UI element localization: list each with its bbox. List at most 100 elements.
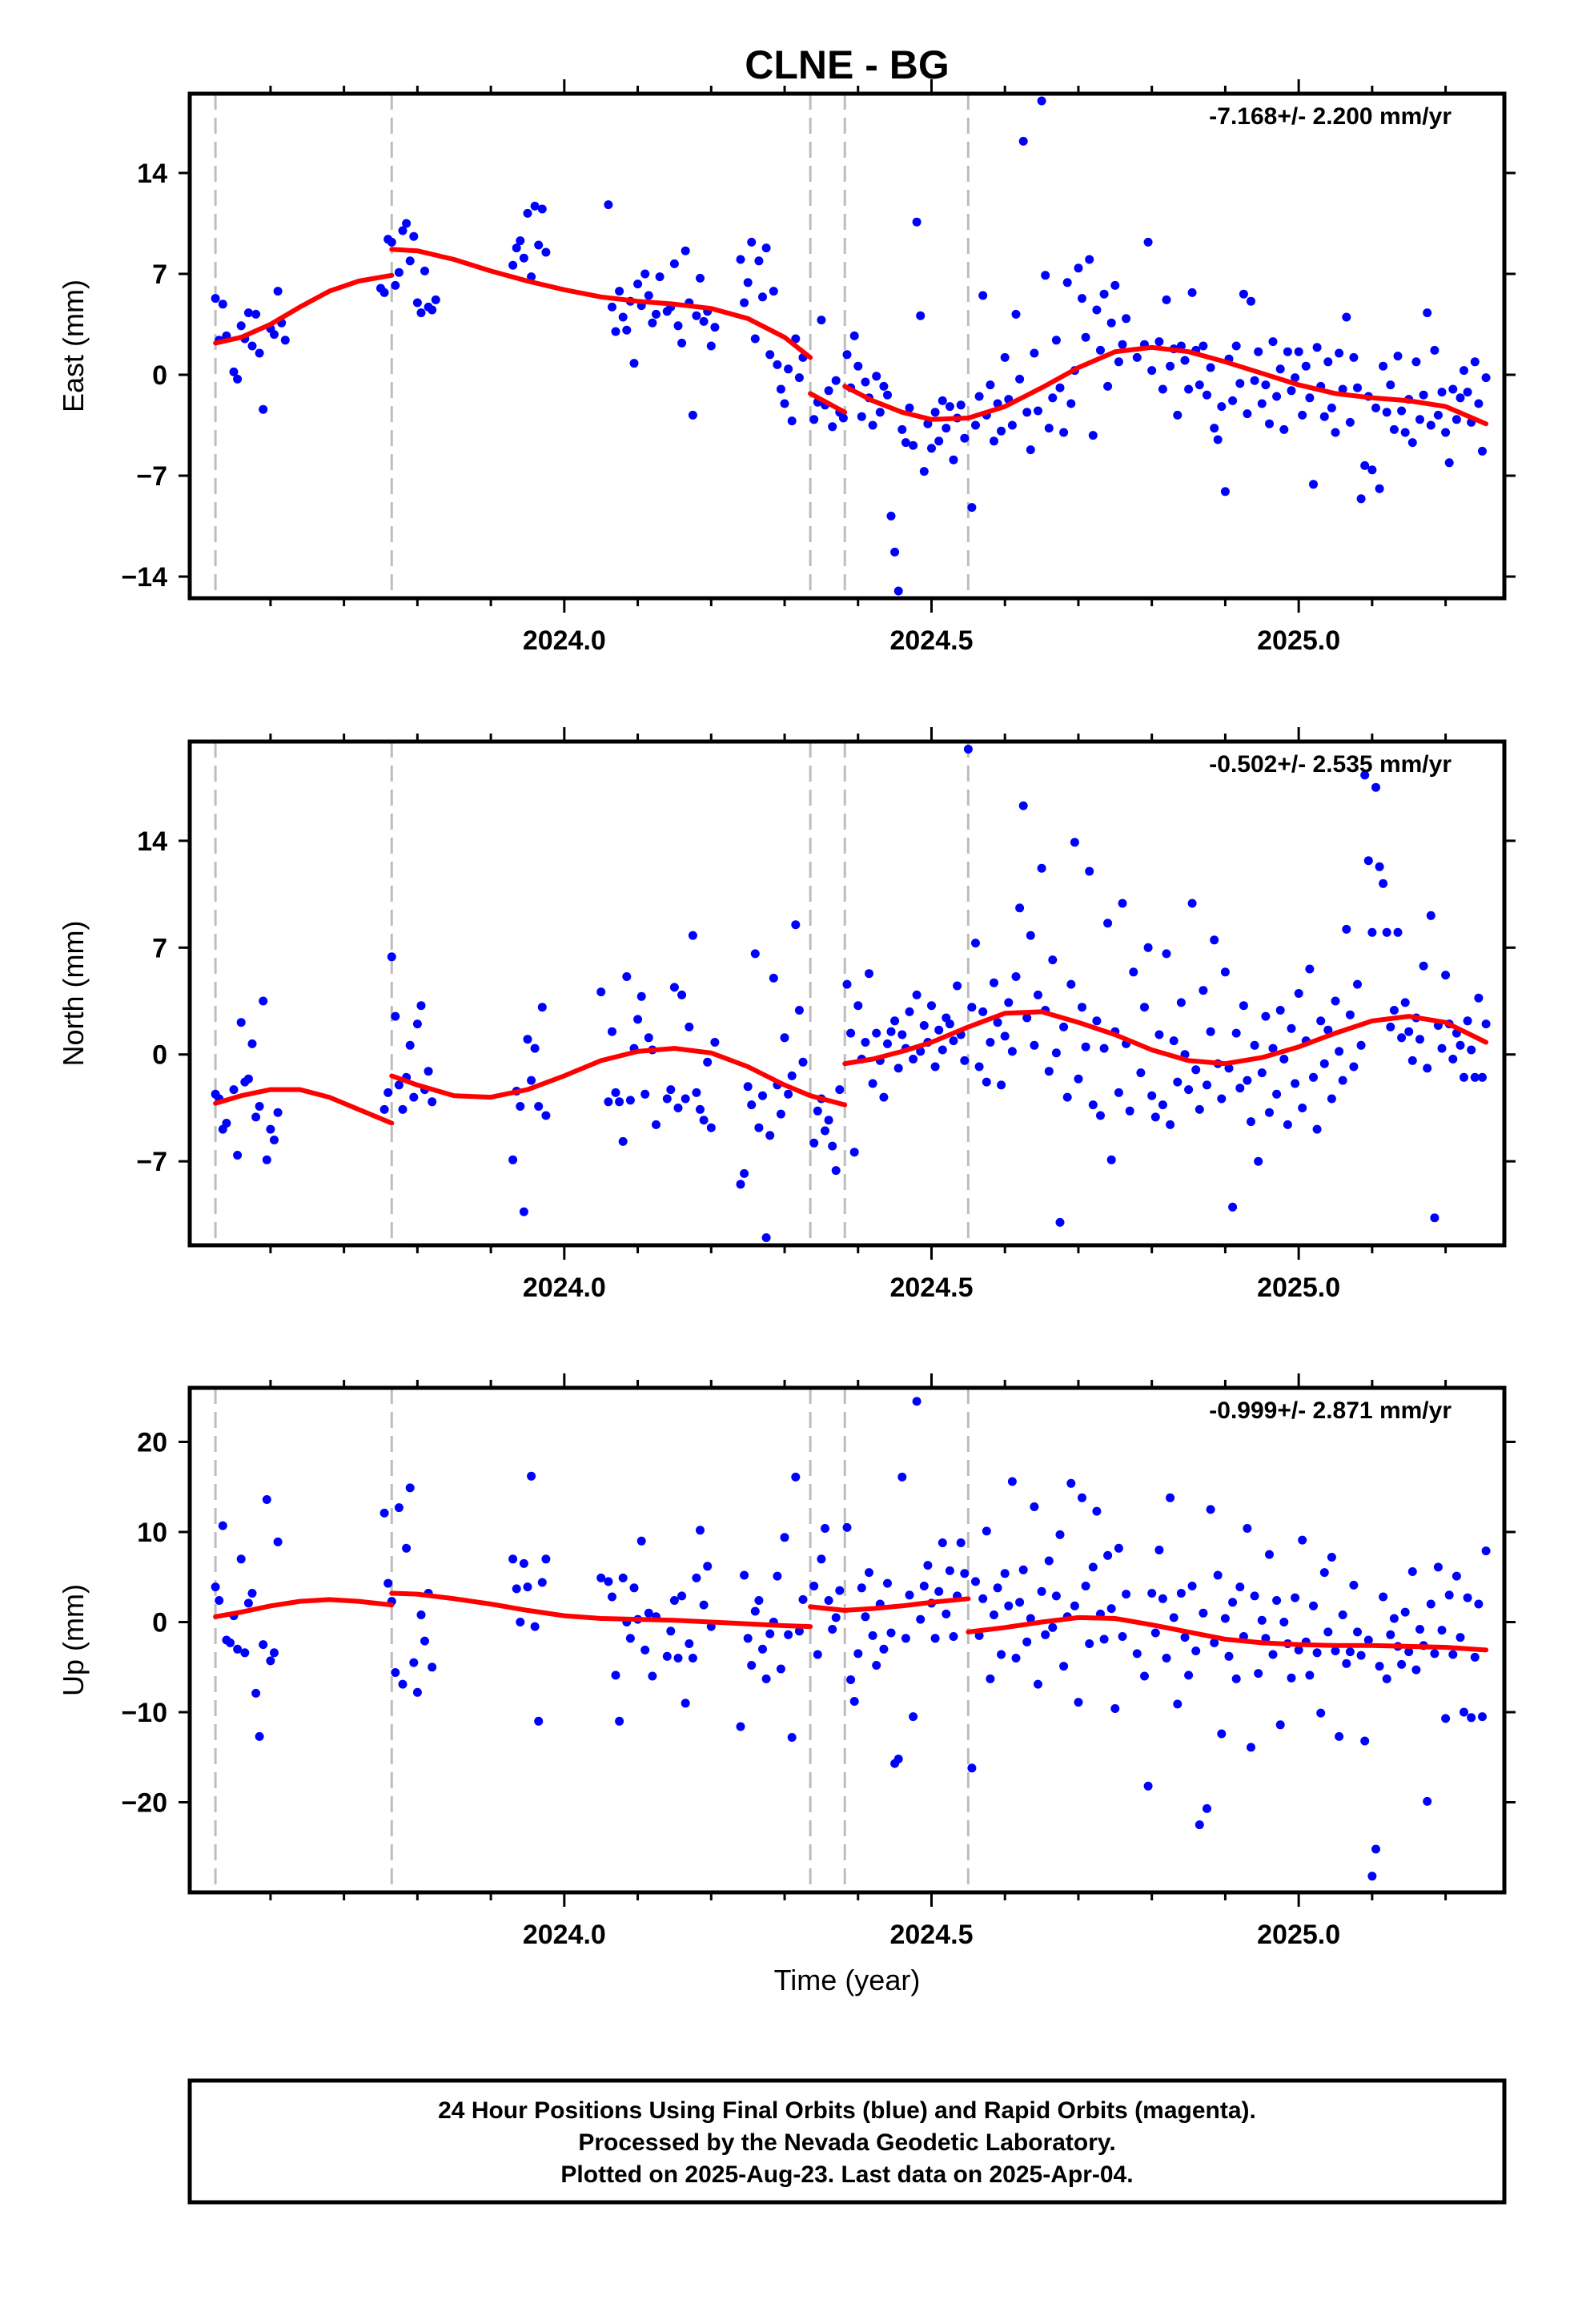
up-data-point	[270, 1648, 279, 1658]
up-data-point	[1118, 1632, 1127, 1641]
east-data-point	[1247, 296, 1255, 306]
east-data-point	[1448, 384, 1458, 394]
up-data-point	[402, 1543, 412, 1553]
up-data-point	[821, 1524, 829, 1533]
up-data-point	[1353, 1627, 1362, 1637]
up-data-point	[974, 1630, 984, 1640]
east-data-point	[765, 350, 775, 360]
east-data-point	[669, 259, 679, 268]
north-data-point	[1360, 770, 1370, 780]
north-data-point	[1327, 1094, 1336, 1104]
up-data-point	[791, 1472, 801, 1482]
north-data-point	[644, 1033, 653, 1043]
north-data-point	[1066, 979, 1076, 989]
east-data-point	[909, 440, 918, 450]
east-data-point	[769, 287, 778, 296]
north-data-point	[916, 1047, 926, 1056]
north-data-point	[710, 1038, 720, 1047]
up-data-point	[685, 1639, 694, 1648]
north-data-point	[824, 1116, 833, 1125]
up-data-point	[780, 1533, 789, 1542]
east-y-axis-label: East (mm)	[57, 279, 90, 412]
up-data-point	[1044, 1556, 1054, 1566]
north-data-point	[938, 1045, 947, 1055]
up-model-curve	[842, 1596, 971, 1613]
up-data-point	[1011, 1654, 1021, 1663]
up-data-point	[971, 1577, 980, 1586]
up-data-point	[861, 1612, 870, 1622]
up-data-point	[1379, 1592, 1388, 1602]
up-data-point	[608, 1592, 616, 1602]
east-data-point	[1309, 480, 1318, 489]
east-data-point	[710, 323, 720, 332]
north-data-point	[945, 1019, 954, 1029]
up-data-point	[394, 1503, 404, 1513]
up-data-point	[666, 1626, 676, 1636]
east-data-point	[1319, 412, 1329, 421]
up-data-point	[824, 1596, 833, 1605]
east-data-point	[1298, 410, 1307, 420]
up-data-point	[938, 1538, 947, 1547]
up-data-point	[1231, 1674, 1241, 1683]
up-y-tick-label: 20	[137, 1428, 167, 1458]
up-data-point	[1114, 1543, 1123, 1553]
up-data-point	[1228, 1598, 1238, 1607]
east-model-curve	[213, 272, 395, 346]
east-data-point	[688, 410, 697, 420]
north-data-point	[428, 1097, 437, 1107]
up-data-point	[1397, 1659, 1407, 1669]
east-x-tick-label: 2024.5	[889, 625, 973, 656]
north-data-point	[1254, 1156, 1263, 1166]
north-rate-annotation: -0.502+/- 2.535 mm/yr	[1209, 751, 1452, 778]
up-data-point	[1448, 1650, 1458, 1659]
east-data-point	[1331, 428, 1340, 437]
north-data-point	[516, 1102, 525, 1111]
east-data-point	[1034, 406, 1042, 416]
north-data-point	[405, 1040, 415, 1050]
up-data-point	[233, 1644, 243, 1654]
footer-line-2: Processed by the Nevada Geodetic Laborat…	[578, 2129, 1115, 2156]
east-data-point	[938, 396, 947, 405]
up-data-point	[527, 1471, 536, 1481]
north-data-point	[791, 920, 801, 930]
north-data-point	[1044, 1067, 1054, 1076]
east-data-point	[1203, 390, 1211, 400]
east-data-point	[1291, 373, 1300, 383]
east-data-point	[956, 400, 966, 410]
north-data-point	[1224, 1063, 1234, 1073]
north-data-point	[1356, 1040, 1366, 1050]
up-data-point	[945, 1566, 954, 1575]
east-data-point	[420, 266, 429, 275]
up-data-point	[747, 1661, 757, 1670]
up-data-point	[886, 1628, 896, 1638]
up-data-point	[1400, 1607, 1410, 1617]
up-data-point	[1132, 1649, 1142, 1659]
east-data-point	[1007, 420, 1017, 430]
east-data-point	[431, 295, 440, 304]
north-data-point	[416, 1001, 426, 1011]
east-data-point	[652, 309, 661, 319]
east-data-point	[1323, 357, 1333, 367]
east-data-point	[740, 298, 749, 308]
up-data-point	[1305, 1671, 1315, 1680]
north-data-point	[1312, 1124, 1322, 1134]
east-data-point	[1437, 388, 1447, 397]
east-data-point	[537, 204, 547, 214]
north-data-point	[1015, 903, 1025, 913]
north-data-point	[596, 987, 606, 997]
east-data-point	[776, 384, 785, 394]
east-data-point	[997, 426, 1006, 436]
east-data-point	[1353, 383, 1362, 392]
east-y-tick-label: −7	[136, 461, 167, 492]
east-data-point	[1335, 348, 1344, 358]
up-data-point	[960, 1569, 970, 1578]
north-model-curve	[213, 1087, 395, 1126]
east-data-point	[699, 316, 709, 326]
north-data-point	[1048, 955, 1058, 965]
up-data-point	[1426, 1599, 1435, 1609]
up-data-point	[516, 1618, 525, 1626]
up-data-point	[1122, 1590, 1131, 1599]
north-data-point	[233, 1151, 243, 1160]
up-data-point	[1081, 1582, 1090, 1590]
north-data-point	[1184, 1085, 1194, 1095]
